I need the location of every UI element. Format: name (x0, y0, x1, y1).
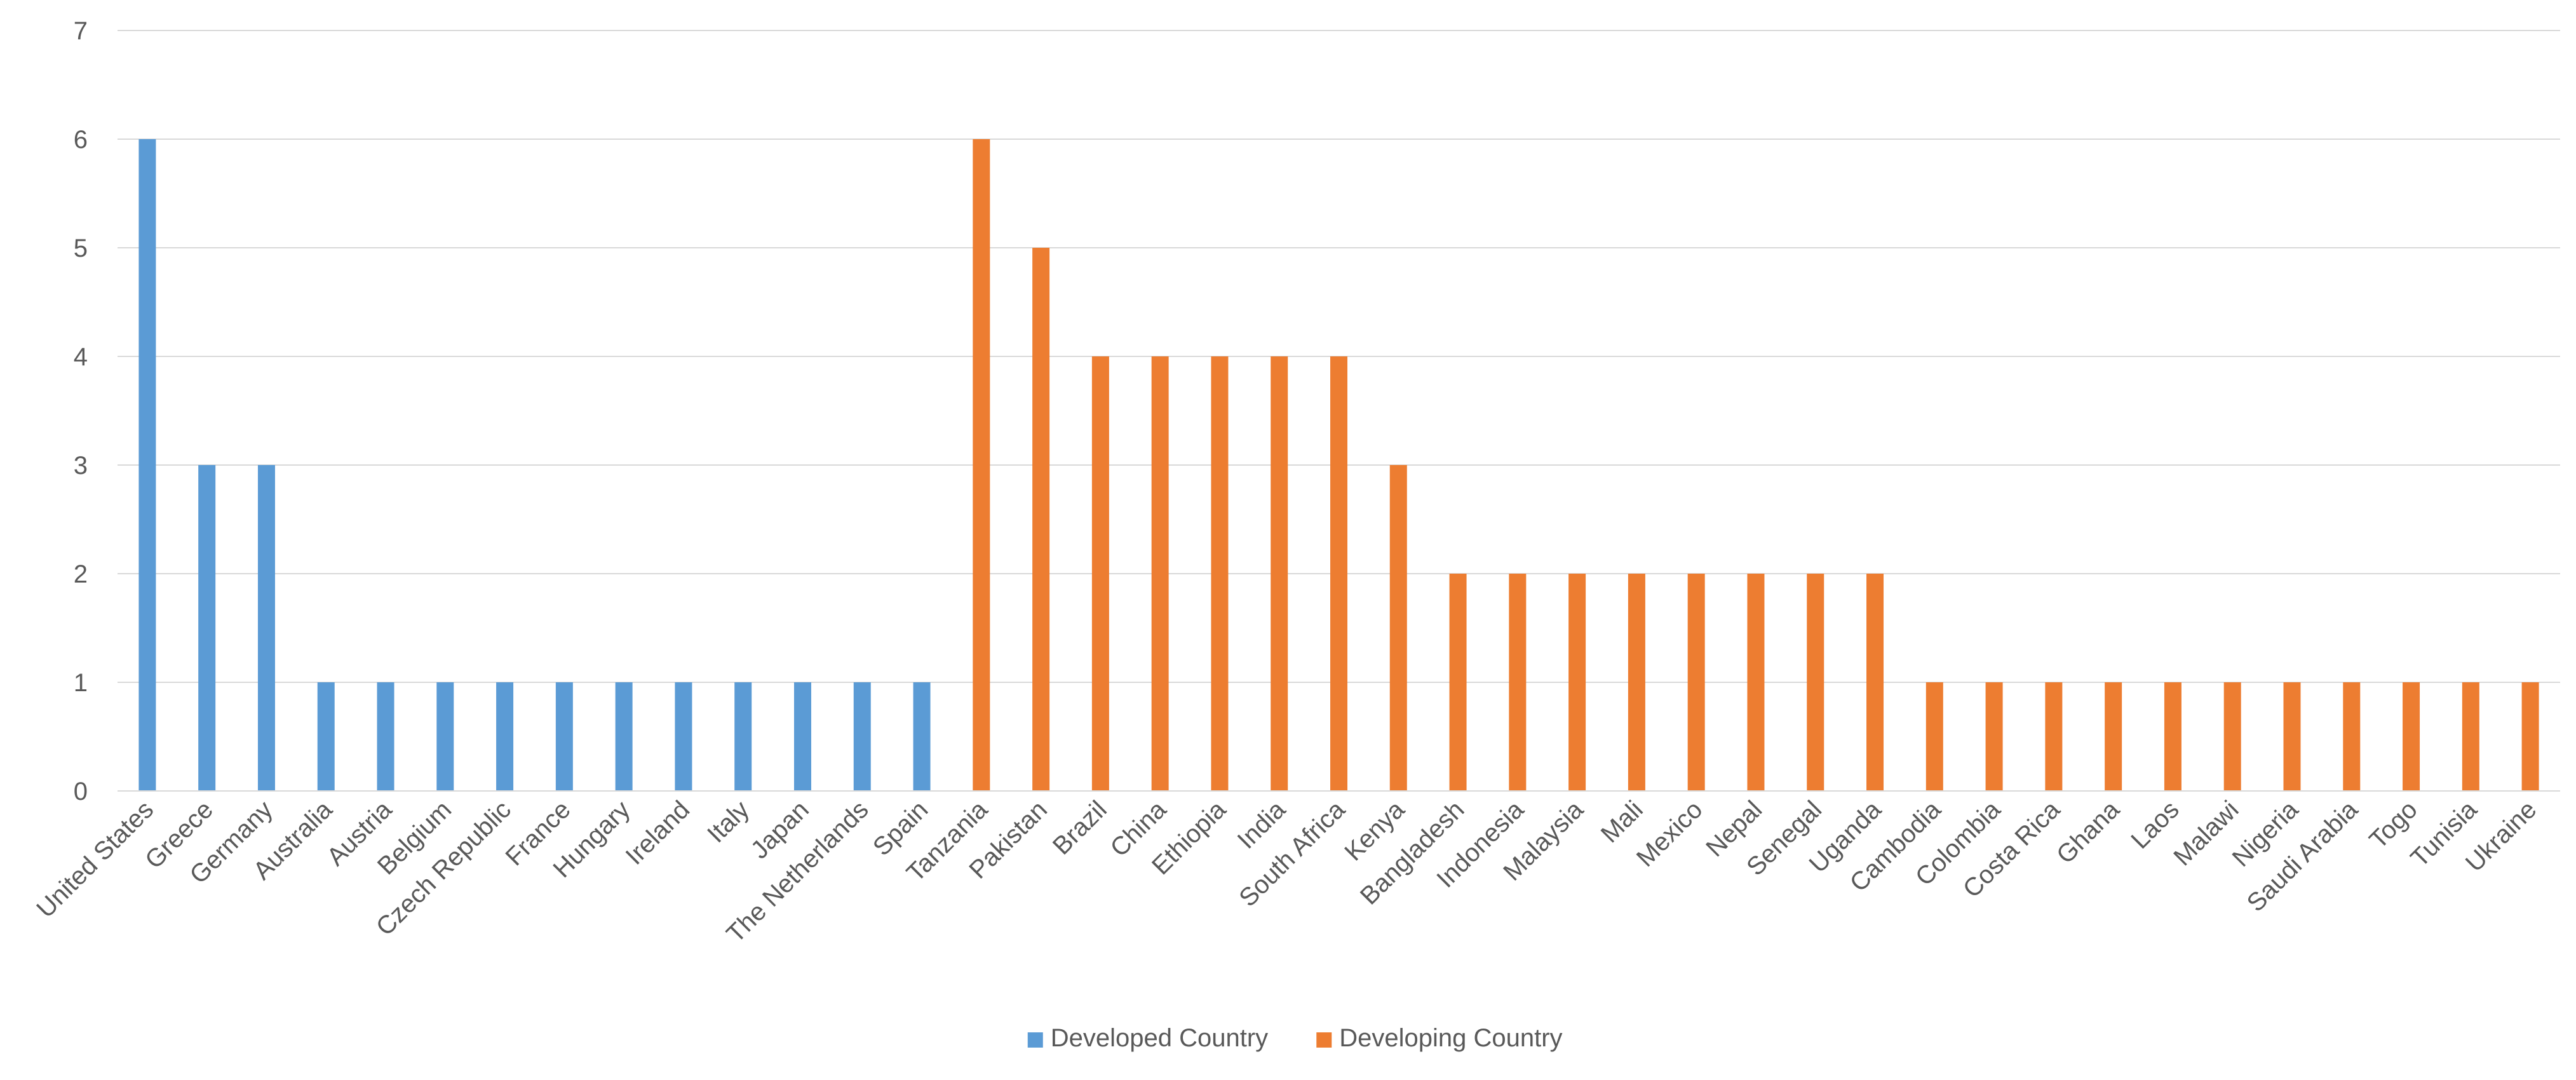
bar (1271, 356, 1288, 791)
legend-item: Developing Country (1316, 1024, 1563, 1052)
y-tick-label: 6 (74, 126, 88, 154)
bars (138, 139, 2539, 791)
bar (198, 465, 216, 791)
bar (1568, 574, 1586, 791)
x-tick-label: Mali (1596, 795, 1649, 848)
bar (1449, 574, 1467, 791)
bar (1330, 356, 1347, 791)
y-tick-label: 1 (74, 669, 88, 697)
legend-swatch (1316, 1032, 1332, 1048)
legend-label: Developing Country (1339, 1024, 1562, 1052)
bar (1807, 574, 1824, 791)
legend-label: Developed Country (1051, 1024, 1268, 1052)
x-axis-ticks: United StatesGreeceGermanyAustraliaAustr… (31, 795, 2542, 948)
legend-item: Developed Country (1027, 1024, 1268, 1052)
bar (1211, 356, 1229, 791)
bar (1925, 682, 1943, 791)
bar (853, 682, 871, 791)
bar (2462, 682, 2479, 791)
y-tick-label: 5 (74, 234, 88, 262)
bar (2283, 682, 2301, 791)
bar (734, 682, 752, 791)
bar (1151, 356, 1169, 791)
x-tick-label: Brazil (1048, 795, 1112, 860)
bar (793, 682, 811, 791)
bar (2223, 682, 2241, 791)
x-tick-label: United States (31, 795, 159, 923)
x-tick-label: Ireland (621, 795, 696, 870)
bar (2403, 682, 2420, 791)
bar (377, 682, 394, 791)
bar (1687, 574, 1705, 791)
bar (2343, 682, 2361, 791)
y-tick-label: 3 (74, 452, 88, 480)
x-tick-label: Ghana (2051, 795, 2126, 870)
bar (2105, 682, 2122, 791)
x-tick-label: Malawi (2168, 795, 2244, 871)
bar (973, 139, 990, 791)
y-tick-label: 7 (74, 17, 88, 45)
bar (675, 682, 692, 791)
bar (1866, 574, 1884, 791)
bar (1091, 356, 1109, 791)
bar (1389, 465, 1407, 791)
bar (436, 682, 454, 791)
y-axis-ticks: 0 1 2 3 4 5 6 7 (74, 17, 88, 806)
bar (1985, 682, 2003, 791)
bar (555, 682, 573, 791)
bar (2164, 682, 2182, 791)
legend-swatch (1027, 1032, 1043, 1048)
y-tick-label: 4 (74, 343, 88, 371)
bar (317, 682, 335, 791)
bar (913, 682, 931, 791)
x-tick-label: Italy (702, 795, 755, 848)
x-tick-label: Mexico (1631, 795, 1708, 872)
legend: Developed Country Developing Country (1027, 1024, 1563, 1052)
bar (1628, 574, 1645, 791)
bar (2521, 682, 2539, 791)
bar (496, 682, 514, 791)
bar (1032, 248, 1050, 791)
bar (1747, 574, 1765, 791)
y-tick-label: 2 (74, 560, 88, 588)
bar (257, 465, 275, 791)
bar (2045, 682, 2063, 791)
y-tick-label: 0 (74, 778, 88, 806)
bar (138, 139, 156, 791)
bar (615, 682, 633, 791)
bar (1509, 574, 1527, 791)
